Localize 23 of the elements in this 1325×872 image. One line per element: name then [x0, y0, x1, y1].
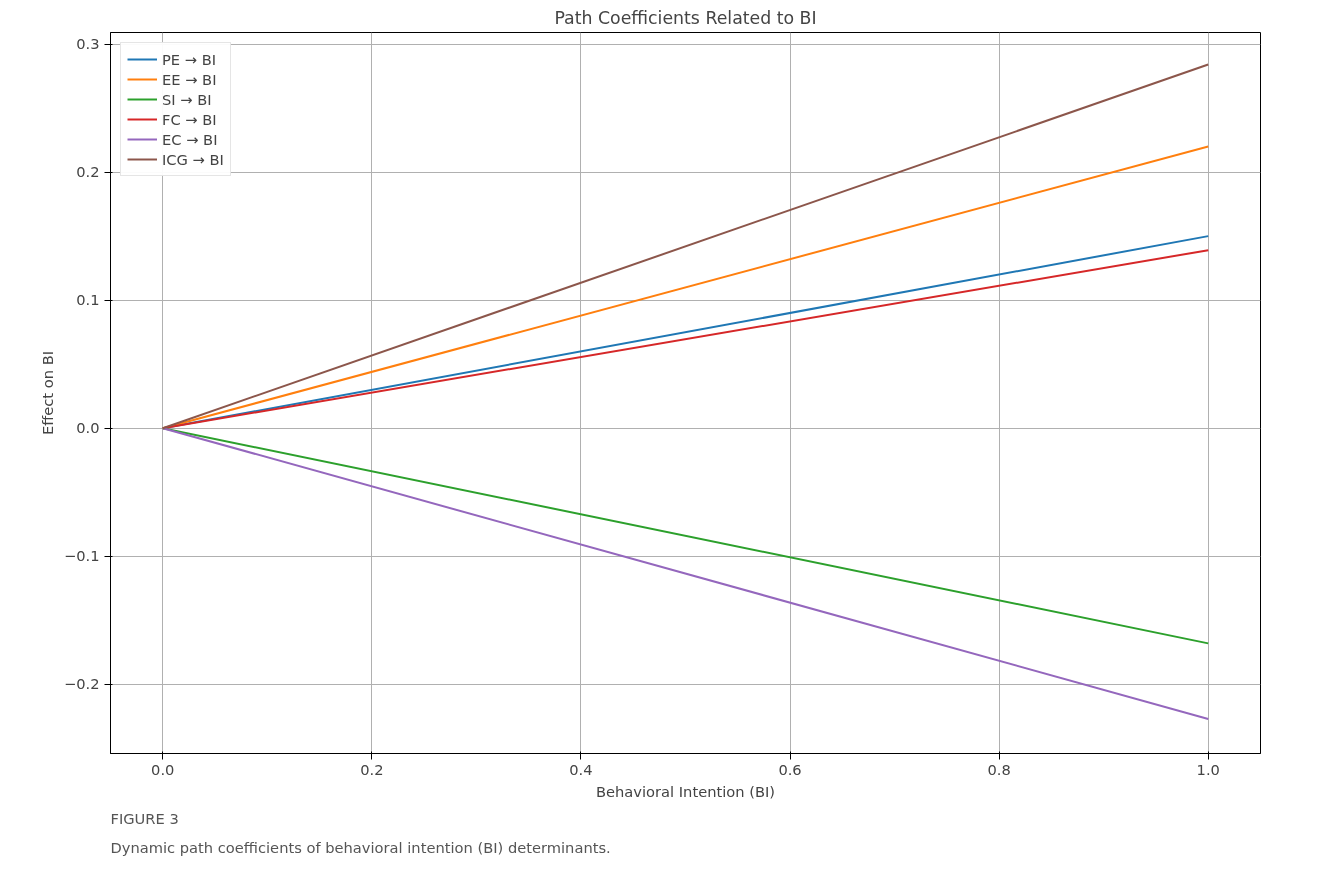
legend-label: EE → BI: [162, 70, 217, 88]
x-tick-label: 0.2: [360, 760, 384, 778]
y-tick-label: 0.0: [76, 419, 100, 437]
legend-label: ICG → BI: [162, 150, 224, 168]
x-tick-label: 0.4: [569, 760, 593, 778]
chart-title: Path Coefficients Related to BI: [554, 7, 817, 28]
legend-label: PE → BI: [162, 50, 217, 68]
text: Dynamic path coefficients of behavioral intention (BI) determinants.: [110, 838, 611, 856]
y-axis-title: Effect on BI: [38, 350, 56, 436]
y-tick-label: 0.1: [76, 291, 100, 309]
x-tick-label: 0.6: [778, 760, 802, 778]
caption: FIGURE 3: [110, 809, 179, 827]
y-tick-label: 0.3: [76, 35, 100, 53]
y-tick-label: 0.2: [76, 163, 100, 181]
y-tick-label: −0.2: [63, 675, 100, 693]
x-tick-label: 0.0: [151, 760, 175, 778]
x-tick-label: 0.8: [987, 760, 1011, 778]
x-axis-title: Behavioral Intention (BI): [596, 782, 776, 800]
x-tick-label: 1.0: [1196, 760, 1220, 778]
y-tick-label: −0.1: [63, 547, 100, 565]
legend-label: EC → BI: [162, 130, 218, 148]
legend-label: FC → BI: [162, 110, 217, 128]
legend-label: SI → BI: [162, 90, 212, 108]
